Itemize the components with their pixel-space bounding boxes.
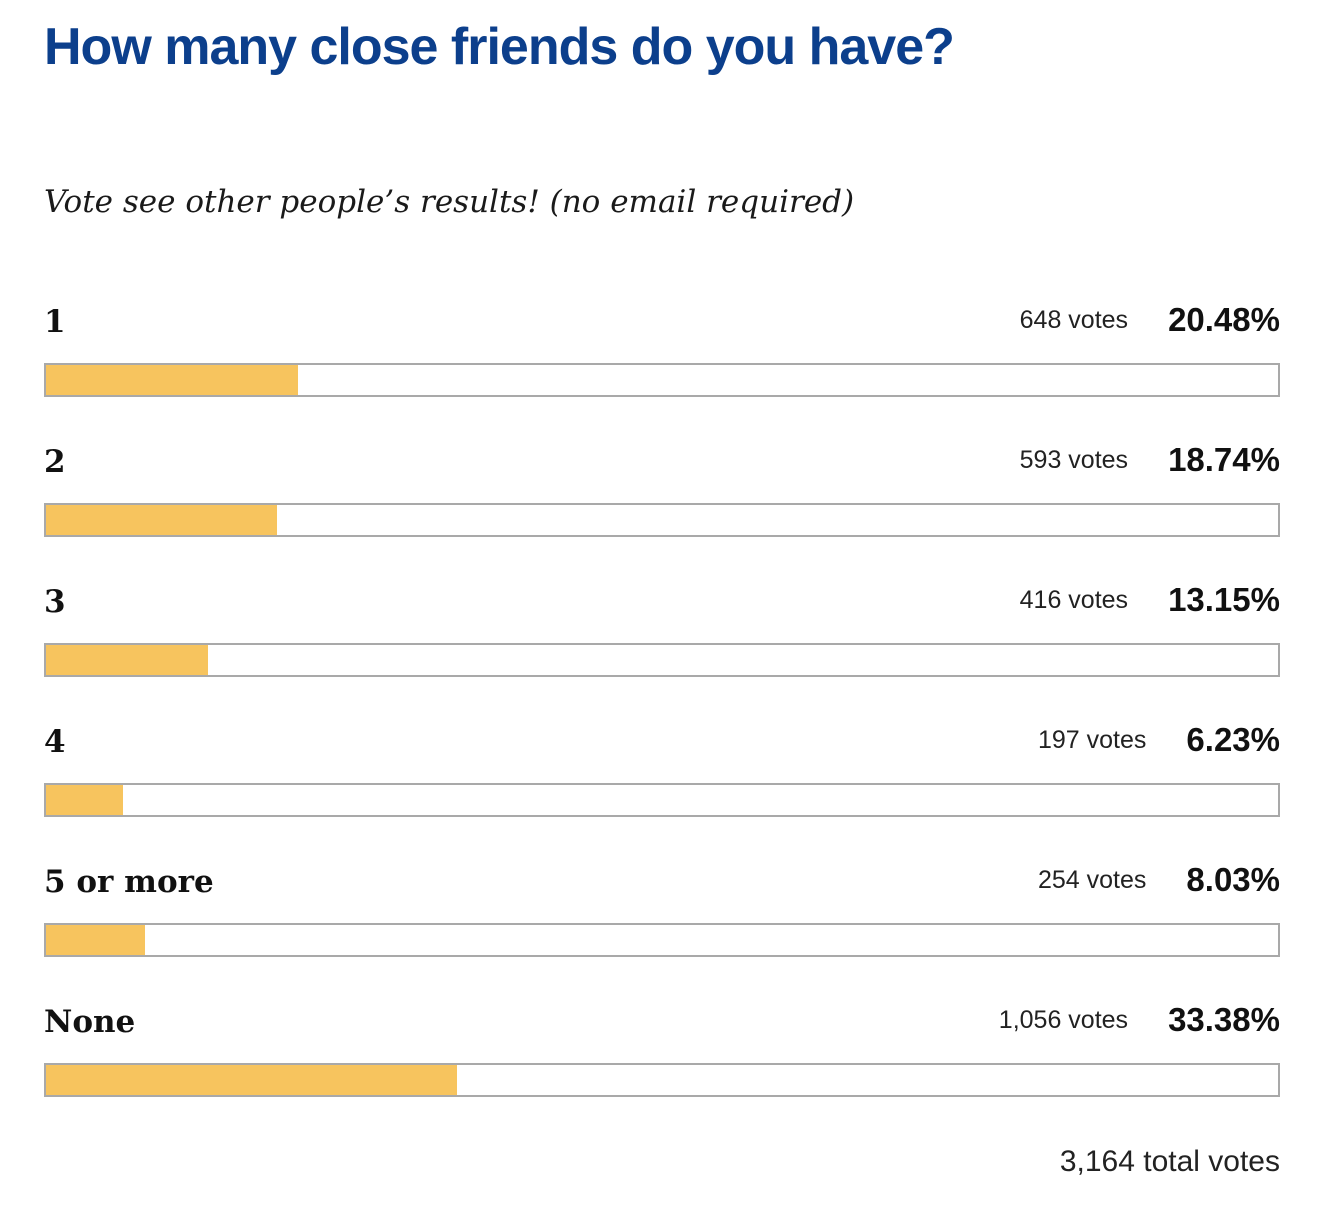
result-bar-fill [46,645,208,675]
option-vote-count: 1,056 votes [998,1005,1129,1034]
option-vote-count: 197 votes [1038,725,1147,754]
result-bar-fill [46,365,299,395]
poll-subtitle: Vote see other people’s results! (no ema… [44,184,855,220]
poll-option-1[interactable]: 1 648 votes 20.48% [44,298,1280,438]
option-stats: 593 votes 18.74% [1020,438,1280,482]
option-vote-count: 593 votes [1019,445,1129,474]
poll-option-3[interactable]: 3 416 votes 13.15% [44,578,1280,718]
poll-option-none[interactable]: None 1,056 votes 33.38% [44,998,1280,1138]
result-bar-fill [46,785,123,815]
result-bar-track [44,363,1280,397]
poll-option-5-or-more[interactable]: 5 or more 254 votes 8.03% [44,858,1280,998]
poll-options: 1 648 votes 20.48% 2 593 votes 18.74% 3 … [44,298,1280,1138]
option-vote-count: 254 votes [1038,865,1147,894]
poll-option-4[interactable]: 4 197 votes 6.23% [44,718,1280,858]
result-bar-fill [46,925,145,955]
option-label: 2 [44,444,66,480]
option-stats: 416 votes 13.15% [1020,578,1280,622]
option-label: None [44,1004,136,1040]
option-stats: 648 votes 20.48% [1020,298,1280,342]
result-bar-track [44,1063,1280,1097]
total-votes: 3,164 total votes [1059,1145,1280,1178]
result-bar-track [44,643,1280,677]
option-stats: 1,056 votes 33.38% [999,998,1280,1042]
option-label: 4 [44,724,66,760]
option-label: 3 [44,584,66,620]
option-percent: 6.23% [1186,721,1280,758]
poll-option-2[interactable]: 2 593 votes 18.74% [44,438,1280,578]
option-vote-count: 648 votes [1019,305,1129,334]
option-stats: 254 votes 8.03% [1038,858,1280,902]
option-label: 5 or more [44,864,214,900]
option-percent: 13.15% [1168,581,1280,618]
result-bar-track [44,923,1280,957]
result-bar-track [44,503,1280,537]
result-bar-track [44,783,1280,817]
option-stats: 197 votes 6.23% [1038,718,1280,762]
option-percent: 20.48% [1168,301,1280,338]
option-percent: 33.38% [1168,1001,1280,1038]
option-vote-count: 416 votes [1019,585,1129,614]
option-percent: 18.74% [1168,441,1280,478]
option-percent: 8.03% [1186,861,1280,898]
result-bar-fill [46,1065,458,1095]
poll-title: How many close friends do you have? [44,18,955,76]
option-label: 1 [44,304,66,340]
result-bar-fill [46,505,277,535]
